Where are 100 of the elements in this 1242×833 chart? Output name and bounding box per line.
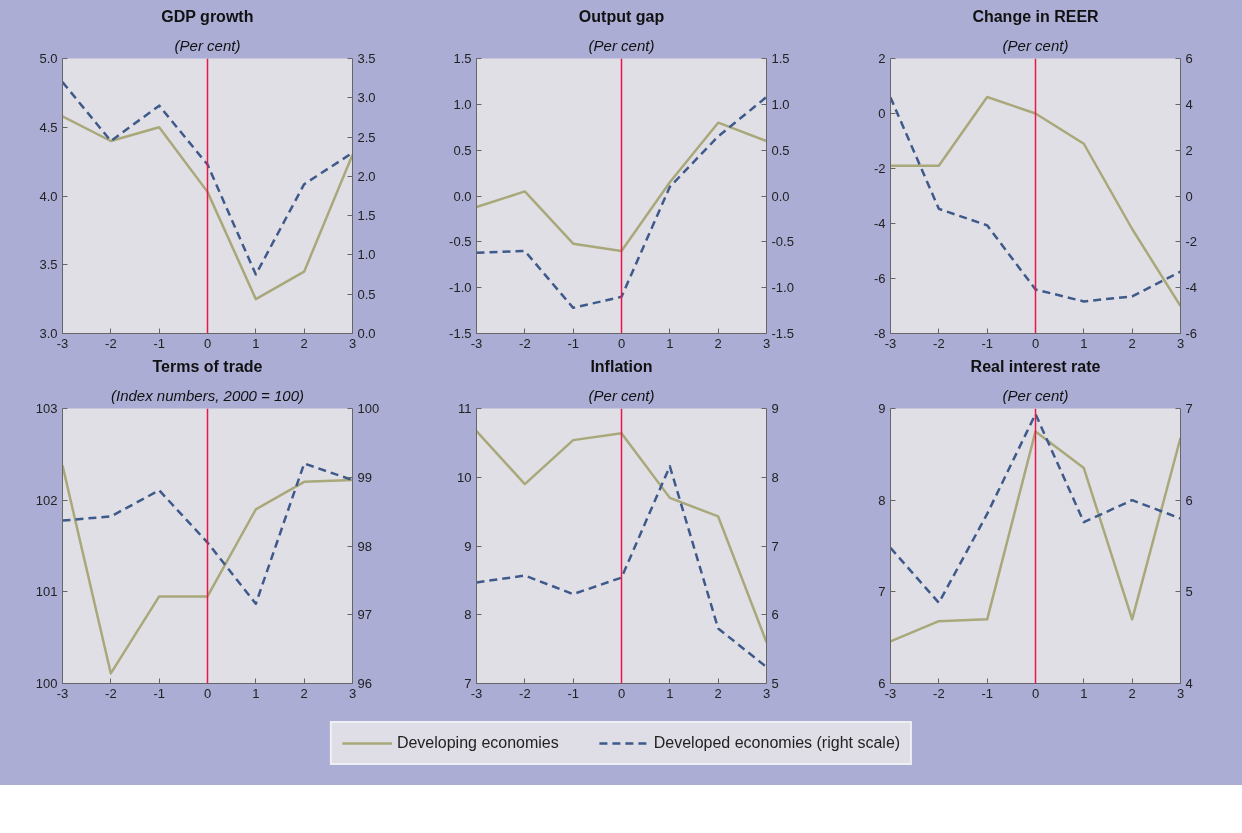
y2-tick-label: 3.0	[357, 90, 376, 106]
y2-tick-label: 1.5	[357, 208, 376, 224]
y-tick-label: 1.5	[453, 51, 472, 66]
x-tick-label: 2	[714, 335, 722, 351]
x-tick-label: 3	[348, 335, 357, 351]
y-tick-label: 10	[457, 469, 472, 485]
y2-tick-label: 100	[357, 401, 380, 416]
y2-tick-label: 97	[357, 607, 372, 623]
y2-tick-label: 5	[771, 676, 779, 691]
chart-subtitle: (Per cent)	[1002, 36, 1069, 54]
y2-tick-label: 2.5	[357, 129, 376, 145]
x-tick-label: 1	[252, 685, 260, 701]
x-tick-label: -3	[470, 685, 483, 701]
y-tick-label: 4.5	[39, 119, 58, 135]
x-tick-label: 3	[348, 685, 357, 701]
y-tick-label: 9	[878, 401, 886, 416]
y-tick-label: 101	[35, 584, 58, 600]
y2-tick-label: 1.0	[771, 96, 790, 112]
y-tick-label: -8	[873, 326, 886, 341]
legend-label: Developing economies	[396, 733, 559, 752]
chart-title: Inflation	[590, 357, 653, 375]
y2-tick-label: 1.5	[771, 51, 790, 66]
y2-tick-label: 8	[771, 469, 779, 485]
y-tick-label: 1.0	[453, 96, 472, 112]
y-tick-label: 5.0	[39, 51, 58, 66]
y2-tick-label: 2.0	[357, 168, 376, 184]
x-tick-label: 0	[203, 335, 212, 351]
y-tick-label: 103	[35, 401, 58, 416]
y2-tick-label: 1.0	[357, 247, 376, 263]
y2-tick-label: -1.5	[771, 326, 794, 341]
y2-tick-label: -0.5	[771, 234, 794, 250]
x-tick-label: -1	[981, 685, 993, 701]
x-tick-label: 3	[762, 685, 771, 701]
x-tick-label: -3	[56, 685, 69, 701]
y-tick-label: 0.0	[453, 188, 472, 204]
y-tick-label: -4	[873, 216, 886, 231]
y2-tick-label: 0.5	[357, 286, 376, 302]
y2-tick-label: 9	[771, 401, 779, 416]
y2-tick-label: 6	[771, 607, 779, 623]
chart-title: GDP growth	[161, 7, 254, 25]
y2-tick-label: -4	[1185, 280, 1198, 296]
y2-tick-label: 96	[357, 676, 372, 691]
x-tick-label: 1	[666, 335, 674, 351]
x-tick-label: -2	[519, 335, 531, 351]
x-tick-label: 3	[1176, 685, 1185, 701]
y2-tick-label: 0.0	[357, 326, 376, 341]
x-tick-label: -2	[105, 335, 117, 351]
y-tick-label: 2	[878, 51, 886, 66]
x-tick-label: 0	[617, 685, 626, 701]
x-tick-label: -3	[884, 335, 897, 351]
y-tick-label: 11	[458, 401, 472, 416]
x-tick-label: 3	[1176, 335, 1185, 351]
y-tick-label: 3.5	[39, 257, 58, 273]
x-tick-label: -2	[105, 685, 117, 701]
y2-tick-label: 3.5	[357, 51, 376, 66]
y-tick-label: 3.0	[39, 326, 58, 341]
chart-title: Real interest rate	[970, 357, 1101, 375]
chart-subtitle: (Per cent)	[588, 36, 655, 54]
x-tick-label: 1	[666, 685, 674, 701]
x-tick-label: 2	[714, 685, 722, 701]
y2-tick-label: -1.0	[771, 280, 794, 296]
x-tick-label: -1	[153, 335, 165, 351]
y-tick-label: 7	[464, 676, 472, 691]
x-tick-label: 2	[300, 335, 308, 351]
y2-tick-label: 5	[1185, 584, 1193, 600]
x-tick-label: -1	[153, 685, 165, 701]
y-tick-label: 6	[878, 676, 886, 691]
y2-tick-label: -6	[1185, 326, 1198, 341]
y2-tick-label: 0.0	[771, 188, 790, 204]
chart-subtitle: (Per cent)	[1002, 386, 1069, 404]
chart-subtitle: (Per cent)	[174, 36, 241, 54]
x-tick-label: 2	[1128, 335, 1136, 351]
y-tick-label: 102	[35, 492, 58, 508]
y-tick-label: 9	[464, 538, 472, 554]
x-tick-label: 2	[1128, 685, 1136, 701]
x-tick-label: 0	[1031, 335, 1040, 351]
x-tick-label: -1	[567, 335, 579, 351]
y2-tick-label: 4	[1185, 96, 1193, 112]
y2-tick-label: 7	[1185, 401, 1193, 416]
y-tick-label: -1.0	[449, 280, 472, 296]
y2-tick-label: 4	[1185, 676, 1193, 691]
y-tick-label: -6	[873, 271, 886, 286]
y2-tick-label: 0	[1185, 188, 1193, 204]
x-tick-label: 3	[762, 335, 771, 351]
legend-label: Developed economies (right scale)	[653, 733, 901, 752]
y-tick-label: 8	[464, 607, 472, 623]
y2-tick-label: 6	[1185, 492, 1193, 508]
x-tick-label: 0	[1031, 685, 1040, 701]
y-tick-label: 8	[878, 492, 886, 508]
chart-title: Terms of trade	[152, 357, 263, 375]
x-tick-label: -1	[567, 685, 579, 701]
y2-tick-label: 99	[357, 469, 372, 485]
x-tick-label: -3	[884, 685, 897, 701]
y2-tick-label: 98	[357, 538, 372, 554]
x-tick-label: 1	[1080, 335, 1088, 351]
chart-subtitle: (Per cent)	[588, 386, 655, 404]
chart-subtitle: (Index numbers, 2000 = 100)	[110, 386, 305, 404]
y-tick-label: 4.0	[39, 188, 58, 204]
chart-title: Output gap	[578, 7, 665, 25]
x-tick-label: 1	[252, 335, 260, 351]
